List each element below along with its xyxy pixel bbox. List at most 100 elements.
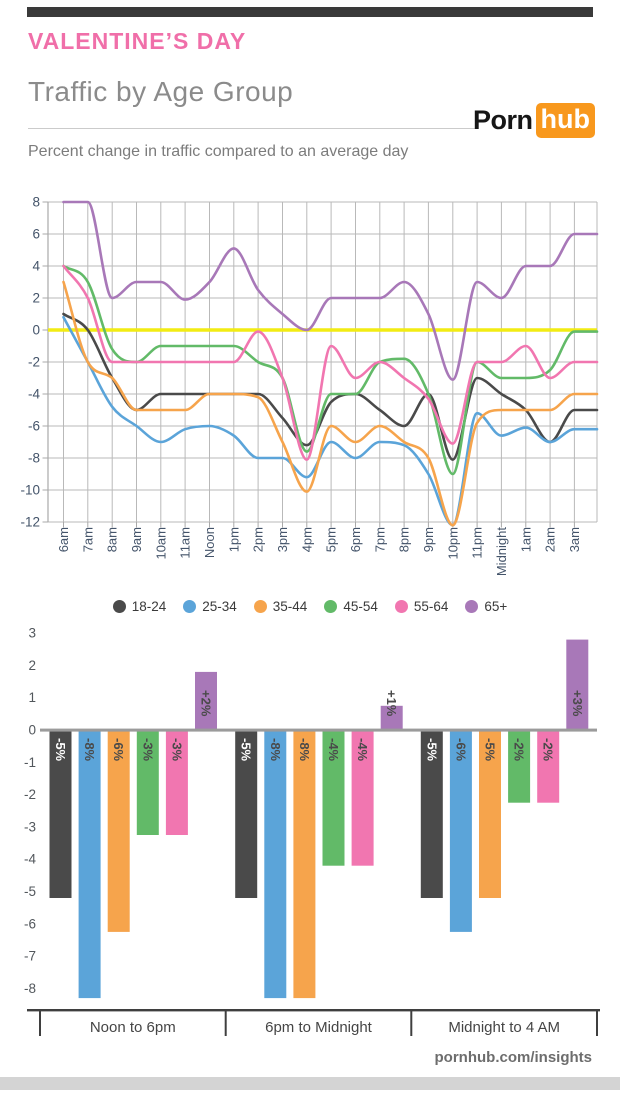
logo-text-porn: Porn	[473, 105, 533, 135]
pornhub-logo: Porn hub	[473, 103, 595, 138]
y-tick-label: -10	[20, 483, 40, 498]
x-tick-label: 10am	[153, 527, 168, 560]
legend-swatch	[394, 600, 408, 613]
group-label: 6pm to Midnight	[265, 1019, 373, 1036]
y-tick-label: 4	[32, 259, 40, 274]
banner-title: VALENTINE’S DAY	[28, 28, 247, 54]
bar-y-tick-label: -4	[24, 852, 36, 867]
x-tick-label: 8am	[105, 527, 120, 552]
y-tick-label: -12	[20, 515, 40, 530]
x-tick-label: 2pm	[251, 527, 266, 552]
y-tick-label: -4	[28, 387, 40, 402]
x-tick-label: 11am	[178, 527, 193, 559]
bar-45-54	[136, 730, 159, 835]
x-tick-label: 3am	[567, 527, 582, 552]
bar-45-54	[322, 730, 345, 866]
bar-value-label: -2%	[512, 738, 527, 762]
bar-65plus	[566, 639, 589, 730]
bar-value-label: -5%	[483, 738, 498, 762]
bar-value-label: -3%	[169, 738, 184, 762]
bar-value-label: +2%	[199, 690, 214, 717]
bar-y-tick-label: -6	[24, 916, 36, 931]
bar-65plus	[380, 705, 403, 730]
x-tick-label: 7am	[80, 527, 95, 552]
traffic-by-daypart-bar-chart: 3 2 1 0 -1 -2 -3 -4 -5 -6 -7 -8 -5% -8% -6% -3% -3% +2% -5…	[0, 626, 620, 1048]
legend-item-18-24: 18-24	[112, 599, 166, 614]
bar-value-label: -5%	[424, 738, 439, 762]
series-line-18-24	[62, 312, 599, 461]
x-tick-label: 7pm	[372, 527, 387, 552]
top-bar	[27, 7, 593, 17]
legend-item-55-64: 55-64	[394, 599, 449, 614]
bar-value-label: -8%	[297, 738, 312, 762]
y-tick-label: -6	[28, 419, 40, 434]
bar-value-label: -6%	[111, 738, 126, 762]
legend-label: 55-64	[413, 599, 449, 614]
bar-35-44	[293, 730, 316, 999]
x-tick-label: 9pm	[421, 527, 436, 552]
bar-18-24	[235, 730, 258, 898]
bar-55-64	[351, 730, 374, 866]
bar-value-label: +1%	[384, 690, 399, 717]
bar-y-tick-label: -5	[24, 884, 36, 899]
y-tick-label: 0	[32, 323, 40, 338]
bar-value-label: -3%	[140, 738, 155, 762]
bar-25-34	[78, 730, 101, 999]
line-chart-svg: 8 6 4 2 0 -2 -4 -6 -8 -10 -12 6am 7am 8am 9am 10am 11am N…	[20, 195, 599, 576]
x-tick-label: 10pm	[445, 527, 460, 560]
bar-45-54	[508, 730, 531, 803]
logo-text-hub: hub	[535, 103, 595, 138]
legend-item-25-34: 25-34	[183, 599, 237, 614]
footer-site-label: pornhub.com/insights	[434, 1049, 593, 1066]
bar-y-tick-label: 0	[28, 723, 36, 738]
legend-swatch	[253, 600, 267, 613]
bar-value-label: -6%	[453, 738, 468, 762]
x-tick-label: 6pm	[348, 527, 363, 552]
bar-value-label: -4%	[355, 738, 370, 762]
bar-value-label: -5%	[53, 738, 68, 762]
y-tick-label: -2	[28, 355, 40, 370]
bar-55-64	[165, 730, 188, 835]
page-title: Traffic by Age Group	[28, 76, 294, 107]
bar-y-tick-label: 3	[28, 628, 36, 641]
series-line-45-54	[62, 264, 599, 476]
bar-value-label: -8%	[82, 738, 97, 762]
bar-y-tick-label: -3	[24, 819, 36, 834]
x-tick-label: 3pm	[275, 527, 290, 552]
zero-baseline	[40, 728, 597, 732]
bar-y-tick-label: 1	[28, 690, 36, 705]
bar-value-label: -2%	[541, 738, 556, 762]
bar-18-24	[49, 730, 72, 898]
legend-label: 35-44	[272, 599, 308, 614]
series-line-55-64	[62, 264, 599, 461]
x-tick-label: 9am	[129, 527, 144, 552]
y-tick-label: -8	[28, 451, 40, 466]
legend-label: 65+	[484, 599, 508, 614]
bar-18-24	[420, 730, 443, 898]
bar-value-label: +3%	[570, 690, 585, 717]
bar-25-34	[449, 730, 472, 932]
legend-label: 25-34	[202, 599, 237, 614]
series-line-35-44	[62, 280, 599, 527]
y-tick-label: 6	[32, 227, 40, 242]
x-tick-label: 1am	[518, 527, 533, 552]
bar-chart-svg: 3 2 1 0 -1 -2 -3 -4 -5 -6 -7 -8 -5% -8% -6% -3% -3% +2% -5…	[24, 626, 600, 1036]
x-tick-label: 5pm	[324, 527, 339, 552]
chart-subtitle: Percent change in traffic compared to an…	[28, 143, 409, 160]
x-tick-label: 2am	[543, 527, 558, 552]
x-tick-label: Noon	[202, 527, 217, 558]
legend-swatch	[183, 600, 197, 613]
bottom-strip	[0, 1077, 620, 1090]
y-tick-label: 8	[32, 195, 40, 210]
bar-35-44	[479, 730, 501, 898]
bar-y-tick-label: -1	[24, 755, 36, 770]
legend-swatch	[112, 600, 126, 613]
bar-35-44	[107, 730, 130, 932]
bar-y-tick-label: -2	[24, 787, 36, 802]
bar-55-64	[537, 730, 560, 803]
series-line-25-34	[62, 315, 599, 527]
series-line-65plus	[62, 200, 599, 381]
y-tick-label: 2	[32, 291, 40, 306]
bar-value-label: -4%	[326, 738, 341, 762]
group-label: Midnight to 4 AM	[448, 1019, 560, 1036]
